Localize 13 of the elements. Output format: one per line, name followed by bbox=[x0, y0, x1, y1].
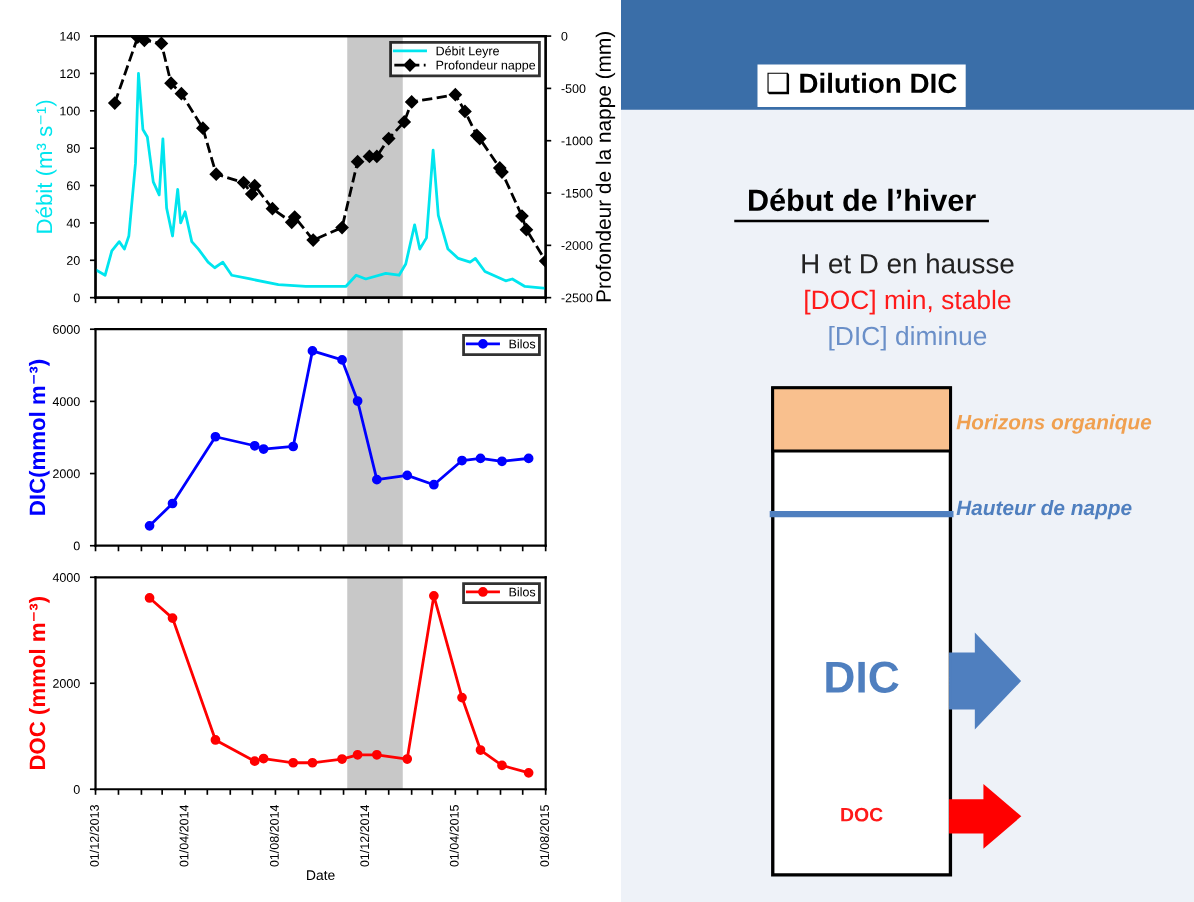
y2-axis-title: Profondeur de la nappe (mm) bbox=[595, 32, 616, 302]
y-axis-title: DOC (mmol m⁻³) bbox=[28, 597, 50, 770]
y-axis-title: DIC(mmol m⁻³) bbox=[28, 359, 50, 515]
text: DOC bbox=[841, 807, 883, 822]
text: H et D en hausse bbox=[802, 253, 1014, 274]
text: Hauteur de nappe bbox=[956, 499, 1132, 520]
text: Début de l’hiver bbox=[749, 188, 976, 212]
text: DIC bbox=[826, 661, 899, 693]
text: [DOC] min, stable bbox=[805, 289, 1011, 315]
text: [DIC] diminue bbox=[829, 325, 987, 351]
text: Horizons organique bbox=[956, 414, 1152, 434]
text: ❑ Dilution DIC bbox=[767, 72, 957, 95]
y-axis-title: Débit (m³ s⁻¹) bbox=[35, 100, 57, 233]
